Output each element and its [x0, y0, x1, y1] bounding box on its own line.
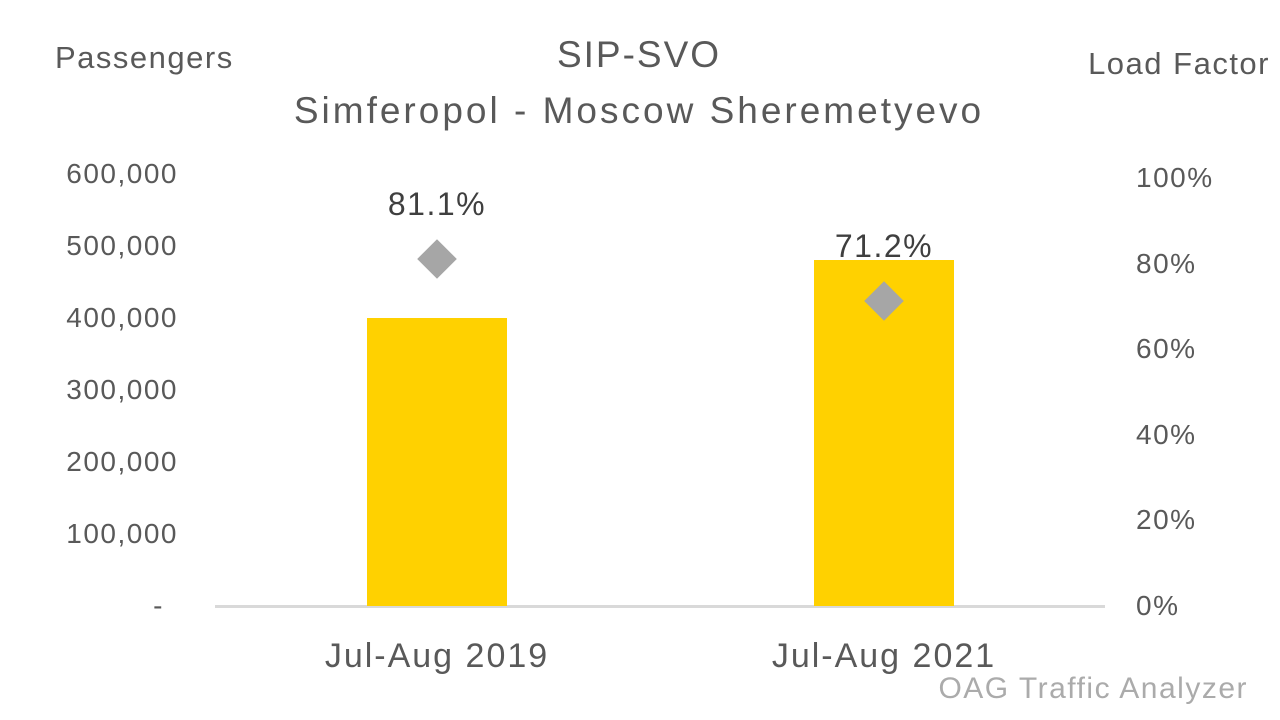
left-axis-tick: 400,000 [66, 302, 178, 333]
category-label: Jul-Aug 2019 [324, 637, 550, 675]
right-axis-title: Load Factor [1088, 46, 1270, 81]
left-axis-title: Passengers [55, 40, 234, 75]
x-axis-line [215, 605, 1105, 608]
load-factor-point-label: 81.1% [387, 185, 487, 222]
right-axis-tick: 20% [1136, 504, 1197, 536]
chart-subtitle: Simferopol - Moscow Sheremetyevo [293, 90, 985, 131]
right-axis-tick: 40% [1136, 418, 1197, 450]
load-factor-point-label: 71.2% [834, 228, 934, 265]
left-axis-tick: 300,000 [66, 374, 178, 405]
right-axis-tick: 80% [1136, 247, 1197, 279]
passenger-bar [367, 318, 507, 606]
category-label: Jul-Aug 2021 [771, 637, 997, 675]
chart-title: SIP-SVO [556, 34, 722, 75]
left-axis-tick: 600,000 [66, 158, 178, 189]
right-axis-tick: 60% [1136, 333, 1197, 365]
left-axis-tick: 100,000 [66, 518, 178, 549]
left-axis-tick: 500,000 [66, 230, 178, 261]
right-axis-tick: 0% [1136, 590, 1180, 621]
load-factor-diamond-marker [417, 239, 457, 279]
left-axis-tick: 200,000 [66, 446, 178, 477]
watermark-text: OAG Traffic Analyzer [938, 672, 1248, 705]
left-axis-tick: - [153, 590, 164, 621]
right-axis-tick: 100% [1136, 162, 1214, 193]
